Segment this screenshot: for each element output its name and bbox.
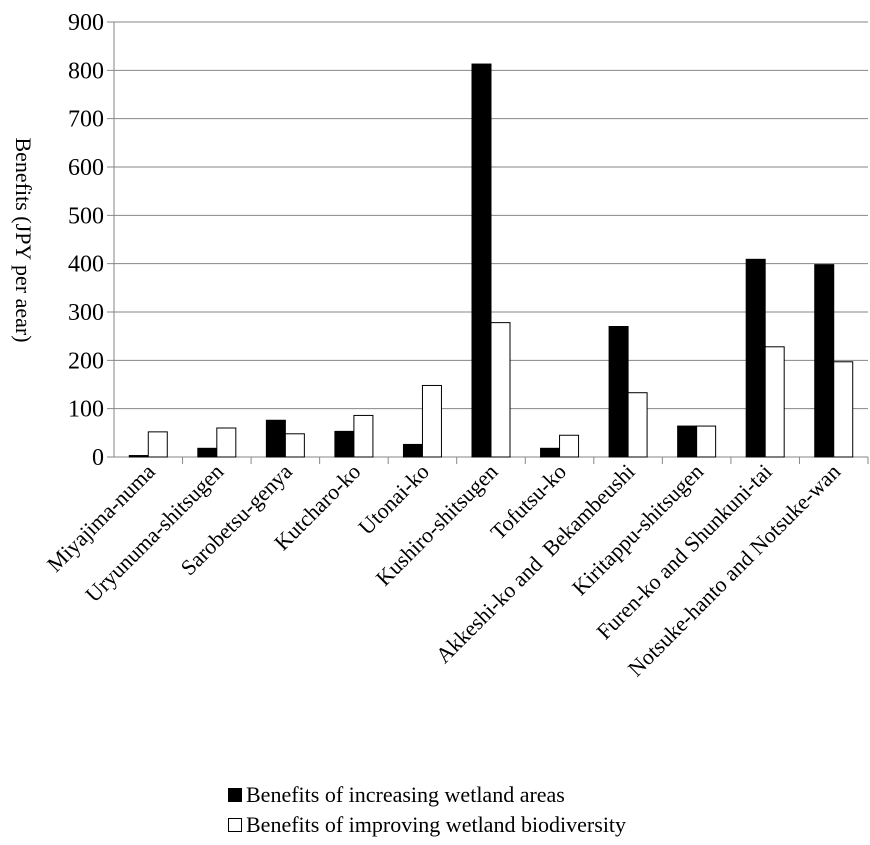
y-tick-label-900: 900 [68,10,104,36]
y-tick-label-600: 600 [68,155,104,181]
bar-improving-8 [696,425,717,458]
bar-improving-5 [490,322,511,458]
bar-increasing-8 [677,425,698,458]
x-axis-tick-labels: Miyajima-numaUryunuma-shitsugenSarobetsu… [42,459,845,682]
bar-increasing-5 [471,63,492,458]
bar-increasing-9 [745,258,766,458]
bar-improving-2 [284,433,305,458]
bar-increasing-10 [814,264,835,458]
bar-improving-1 [216,427,237,458]
bar-increasing-2 [265,419,286,458]
legend-label-improving: Benefits of improving wetland biodiversi… [246,812,627,837]
bar-increasing-1 [197,447,218,458]
bar-improving-10 [833,361,854,458]
bar-improving-9 [764,346,785,458]
y-tick-label-800: 800 [68,58,104,84]
bar-improving-4 [421,384,442,458]
y-tick-label-100: 100 [68,397,104,423]
legend-swatch-increasing [228,788,242,802]
bar-improving-0 [147,431,168,458]
bar-increasing-3 [334,430,355,458]
y-tick-label-300: 300 [68,300,104,326]
y-tick-label-700: 700 [68,107,104,133]
y-tick-label-500: 500 [68,203,104,229]
bar-increasing-6 [540,447,561,458]
bars [128,63,854,458]
x-tick-label-5: Kushiro-shitsugen [371,459,503,591]
legend-item-increasing: Benefits of increasing wetland areas [228,780,626,810]
x-tick-label-8: Kiritappu-shitsugen [567,459,708,600]
bar-increasing-7 [608,326,629,458]
legend-item-improving: Benefits of improving wetland biodiversi… [228,810,626,840]
bar-improving-6 [559,434,580,458]
legend-label-increasing: Benefits of increasing wetland areas [246,782,565,807]
y-tick-label-0: 0 [92,445,104,471]
bar-increasing-0 [128,455,149,458]
y-tick-label-200: 200 [68,348,104,374]
bar-increasing-4 [402,443,423,458]
y-axis-ticks: 0 100 200 300 400 500 600 700 800 900 [68,10,104,471]
y-axis-label: Benefits (JPY per aear) [11,137,36,342]
y-tick-label-400: 400 [68,252,104,278]
bar-improving-7 [627,392,648,458]
bar-improving-3 [353,414,374,458]
legend: Benefits of increasing wetland areas Ben… [228,780,626,840]
legend-swatch-improving [228,818,242,832]
